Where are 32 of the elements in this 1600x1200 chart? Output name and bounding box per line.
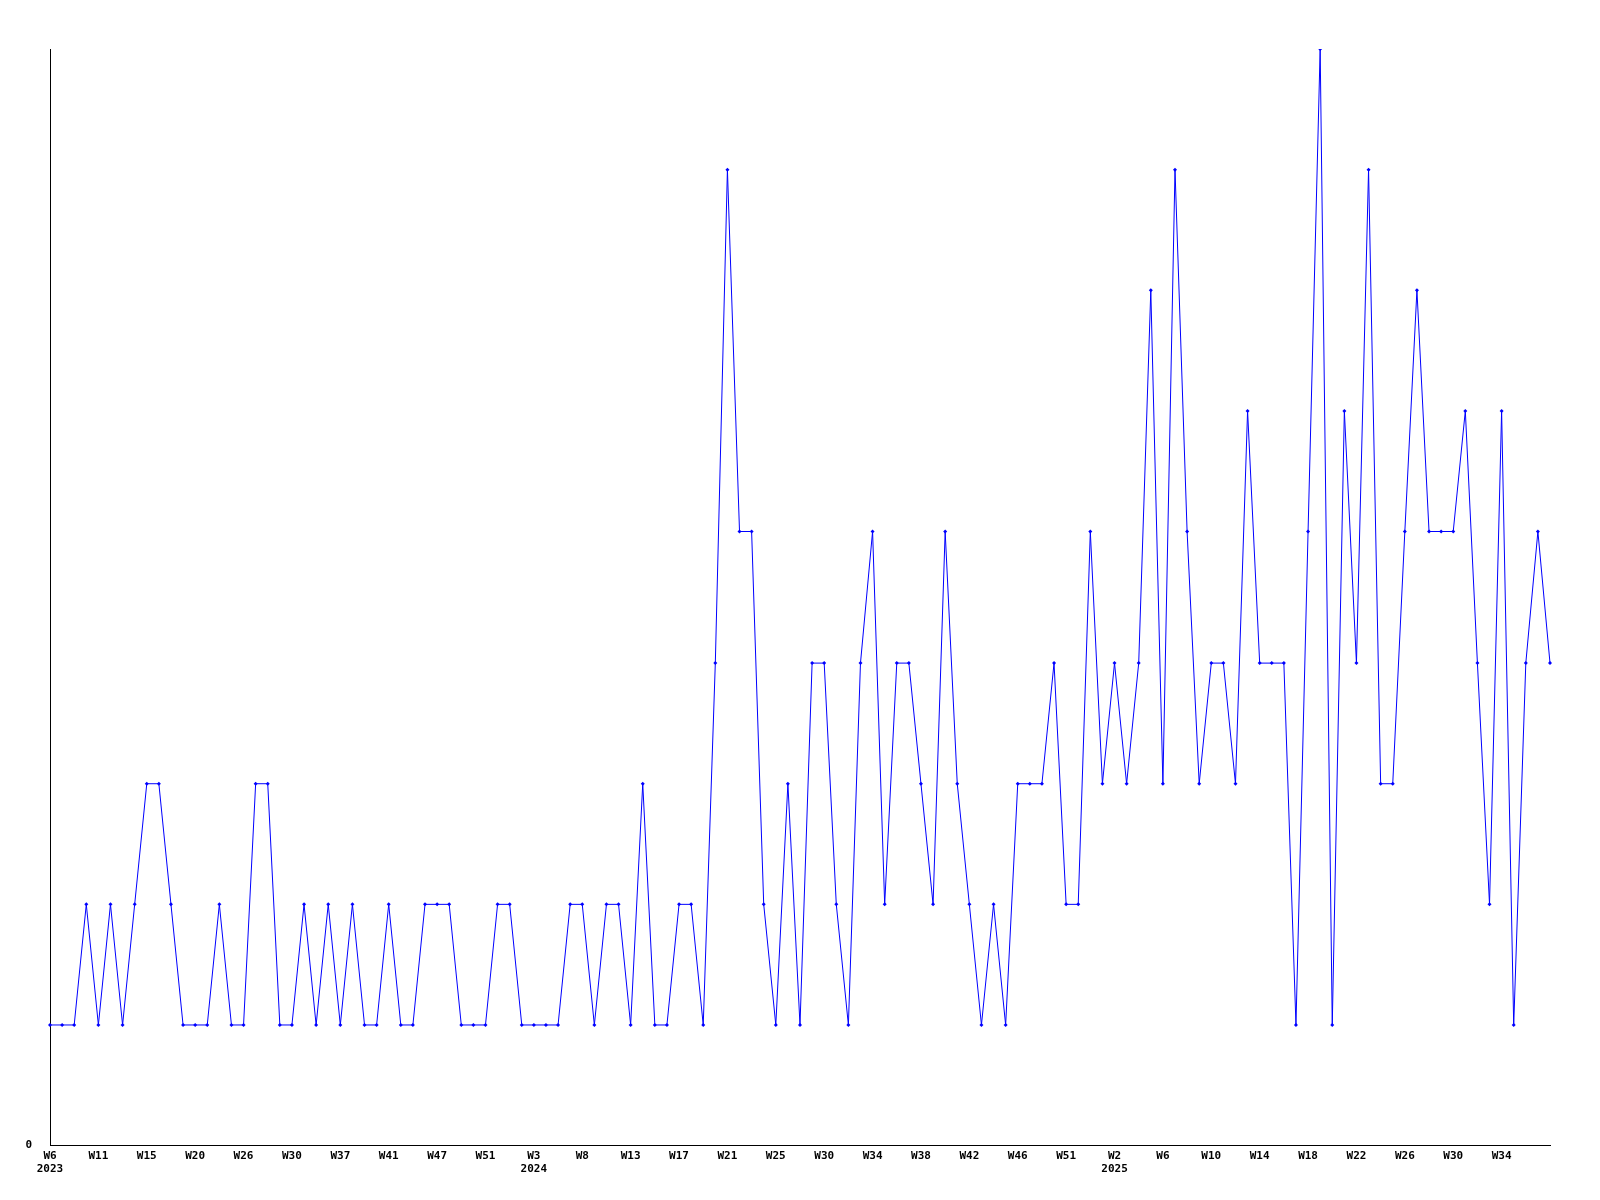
x-tick-label: W18 bbox=[1298, 1149, 1318, 1163]
x-tick-label: W15 bbox=[136, 1149, 157, 1163]
text: 0 bbox=[25, 1138, 32, 1152]
x-tick-label: W47 bbox=[427, 1149, 448, 1163]
x-tick-label: W6 bbox=[1156, 1149, 1170, 1163]
x-tick-label: W38 bbox=[911, 1149, 931, 1163]
x-tick-label: W30 bbox=[1443, 1149, 1464, 1163]
x-tick-label: W20 bbox=[185, 1149, 206, 1163]
x-tick-label: W3 2024 bbox=[520, 1149, 548, 1176]
x-tick-label: W2 2025 bbox=[1101, 1149, 1128, 1176]
x-tick-label: W21 bbox=[717, 1149, 738, 1163]
x-tick-label: W37 bbox=[330, 1149, 351, 1163]
x-tick-label: W22 bbox=[1346, 1149, 1367, 1163]
x-tick-label: W6 2023 bbox=[36, 1149, 64, 1176]
x-tick-label: W8 bbox=[575, 1149, 589, 1163]
x-tick-label: W25 bbox=[765, 1149, 786, 1163]
x-tick-label: W13 bbox=[620, 1149, 641, 1163]
x-tick-label: W10 bbox=[1201, 1149, 1222, 1163]
x-tick-label: W34 bbox=[1491, 1149, 1512, 1163]
x-tick-label: W26 bbox=[233, 1149, 254, 1163]
x-tick-label: W41 bbox=[378, 1149, 400, 1163]
x-tick-label: W14 bbox=[1249, 1149, 1270, 1163]
x-tick-label: W30 bbox=[282, 1149, 302, 1163]
x-tick-label: W30 bbox=[814, 1149, 835, 1163]
x-tick-label: W51 bbox=[475, 1149, 496, 1163]
x-tick-label: W34 bbox=[862, 1149, 883, 1163]
x-tick-label: W51 bbox=[1056, 1149, 1077, 1163]
x-tick-label: W46 bbox=[1007, 1149, 1029, 1163]
x-tick-label: W17 bbox=[669, 1149, 689, 1163]
x-tick-label: W26 bbox=[1394, 1149, 1416, 1163]
x-tick-label: W11 bbox=[88, 1149, 109, 1163]
x-tick-label: W42 bbox=[959, 1149, 980, 1163]
